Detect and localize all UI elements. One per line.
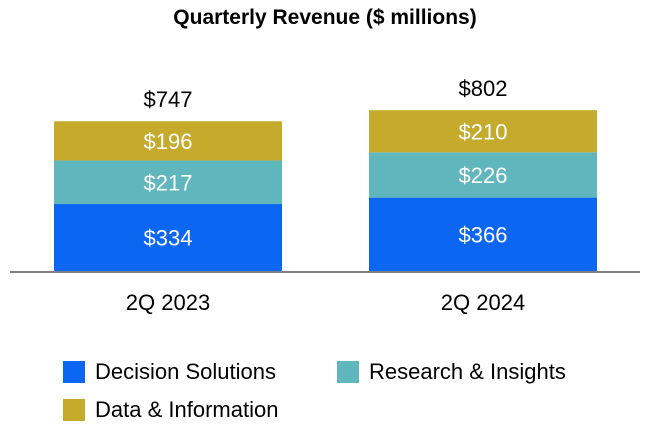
data-label-0-1: $366 <box>459 222 508 247</box>
bar-segment-research-insights-0 <box>54 160 282 205</box>
data-label-2-0: $196 <box>144 129 193 154</box>
chart-title: Quarterly Revenue ($ millions) <box>173 6 477 29</box>
legend-label-data-information: Data & Information <box>95 397 279 422</box>
total-label-0: $747 <box>144 87 193 112</box>
legend-item-research-insights: Research & Insights <box>337 359 566 385</box>
legend-item-decision-solutions: Decision Solutions <box>63 359 276 385</box>
bar-segment-decision-solutions-1 <box>369 197 597 271</box>
data-label-2-1: $210 <box>459 119 508 144</box>
data-label-1-0: $217 <box>144 170 193 195</box>
legend-item-data-information: Data & Information <box>63 397 278 423</box>
category-label-0: 2Q 2023 <box>126 290 210 315</box>
bar-segment-research-insights-1 <box>369 152 597 198</box>
legend-label-research-insights: Research & Insights <box>369 359 566 384</box>
legend-swatch-data-information <box>63 399 85 421</box>
legend-swatch-research-insights <box>337 361 359 383</box>
legend-swatch-decision-solutions <box>63 361 85 383</box>
data-label-1-1: $226 <box>459 163 508 188</box>
bar-segment-data-information-1 <box>369 110 597 153</box>
legend-label-decision-solutions: Decision Solutions <box>95 359 276 384</box>
total-label-1: $802 <box>459 76 508 101</box>
category-label-1: 2Q 2024 <box>441 290 525 315</box>
data-label-0-0: $334 <box>144 226 193 251</box>
bar-segment-decision-solutions-0 <box>54 204 282 271</box>
bar-segment-data-information-0 <box>54 121 282 161</box>
